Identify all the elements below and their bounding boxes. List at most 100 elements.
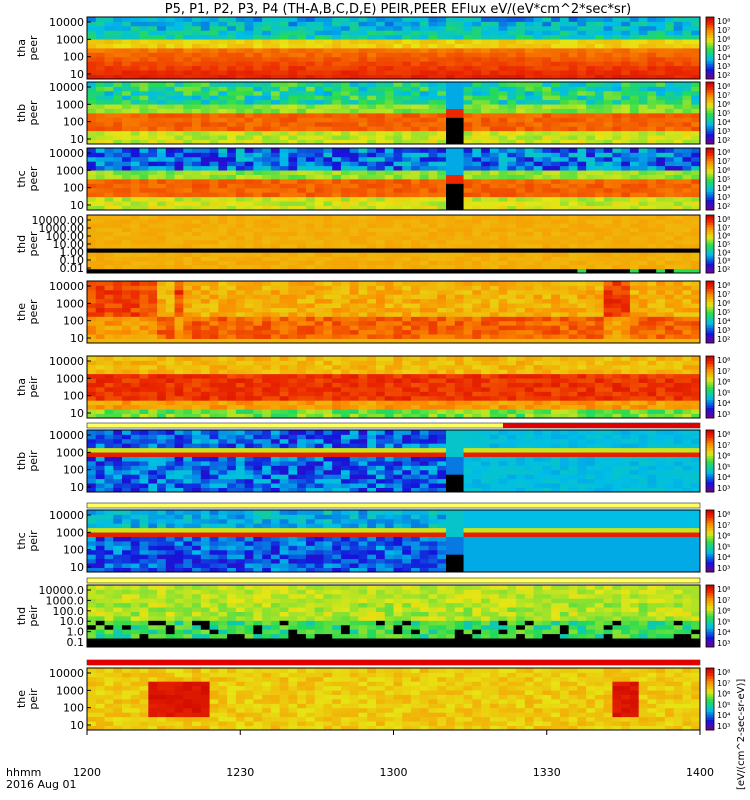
- heatmap-cell: [148, 117, 158, 123]
- heatmap-cell: [489, 298, 499, 304]
- heatmap-cell: [122, 161, 132, 167]
- heatmap-cell: [533, 334, 543, 339]
- heatmap-cell: [586, 135, 596, 140]
- heatmap-cell: [577, 320, 587, 326]
- heatmap-cell: [270, 139, 281, 145]
- heatmap-cell: [656, 215, 666, 220]
- heatmap-cell: [305, 152, 316, 158]
- heatmap-cell: [691, 95, 701, 101]
- heatmap-cell: [174, 104, 184, 109]
- heatmap-cell: [603, 135, 613, 140]
- heatmap-cell: [682, 268, 692, 274]
- heatmap-cell: [463, 205, 473, 211]
- heatmap-cell: [95, 316, 105, 322]
- heatmap-cell: [664, 152, 675, 158]
- heatmap-cell: [87, 99, 97, 105]
- heatmap-cell: [411, 95, 421, 101]
- heatmap-cell: [200, 325, 210, 331]
- heatmap-cell: [314, 170, 324, 175]
- heatmap-cell: [87, 56, 97, 62]
- heatmap-cell: [673, 235, 683, 241]
- heatmap-cell: [577, 231, 587, 237]
- heatmap-cell: [113, 187, 123, 193]
- heatmap-cell: [183, 21, 193, 27]
- heatmap-cell: [411, 260, 421, 266]
- heatmap-cell: [559, 219, 570, 224]
- heatmap-cell: [428, 320, 438, 326]
- heatmap-cell: [551, 244, 561, 249]
- heatmap-cell: [174, 95, 184, 101]
- heatmap-cell: [472, 95, 482, 101]
- heatmap-cell: [367, 227, 377, 232]
- heatmap-cell: [463, 117, 473, 123]
- heatmap-cell: [122, 170, 132, 175]
- heatmap-cell: [551, 192, 561, 198]
- heatmap-cell: [305, 325, 316, 331]
- heatmap-cell: [95, 187, 105, 193]
- heatmap-cell: [165, 196, 175, 202]
- heatmap-cell: [297, 338, 307, 344]
- heatmap-cell: [305, 113, 316, 118]
- heatmap-cell: [367, 135, 377, 140]
- heatmap-cell: [139, 298, 149, 304]
- heatmap-cell: [586, 152, 596, 158]
- heatmap-cell: [411, 201, 421, 206]
- heatmap-cell: [375, 74, 386, 80]
- heatmap-cell: [235, 183, 246, 189]
- heatmap-cell: [428, 70, 438, 75]
- heatmap-cell: [104, 223, 114, 228]
- heatmap-cell: [428, 61, 438, 67]
- heatmap-cell: [139, 139, 149, 145]
- heatmap-cell: [629, 90, 640, 96]
- heatmap-cell: [227, 117, 237, 123]
- heatmap-cell: [288, 139, 298, 145]
- heatmap-cell: [227, 121, 237, 127]
- heatmap-cell: [621, 104, 631, 109]
- heatmap-cell: [113, 99, 123, 105]
- heatmap-cell: [568, 312, 578, 317]
- heatmap-cell: [629, 219, 640, 224]
- heatmap-cell: [463, 264, 473, 270]
- heatmap-cell: [192, 179, 202, 184]
- heatmap-cell: [559, 235, 570, 241]
- heatmap-cell: [638, 65, 648, 71]
- heatmap-cell: [113, 17, 123, 22]
- heatmap-cell: [498, 285, 508, 291]
- heatmap-cell: [183, 289, 193, 295]
- heatmap-cell: [340, 43, 351, 49]
- heatmap-cell: [559, 285, 570, 291]
- heatmap-cell: [489, 235, 499, 241]
- heatmap-cell: [104, 117, 114, 123]
- heatmap-cell: [612, 201, 622, 206]
- heatmap-cell: [218, 256, 228, 261]
- heatmap-cell: [95, 139, 105, 145]
- heatmap-cell: [367, 104, 377, 109]
- heatmap-cell: [437, 165, 447, 171]
- heatmap-cell: [507, 183, 517, 189]
- heatmap-cell: [95, 161, 105, 167]
- heatmap-cell: [498, 235, 508, 241]
- heatmap-cell: [104, 268, 114, 274]
- heatmap-cell: [516, 70, 526, 75]
- heatmap-cell: [332, 192, 342, 198]
- heatmap-cell: [437, 130, 447, 136]
- heatmap-cell: [656, 74, 666, 80]
- heatmap-cell: [87, 235, 97, 241]
- heatmap-cell: [200, 252, 210, 257]
- heatmap-cell: [340, 61, 351, 67]
- heatmap-cell: [559, 86, 570, 92]
- heatmap-cell: [305, 268, 316, 274]
- heatmap-cell: [411, 161, 421, 167]
- heatmap-cell: [454, 320, 464, 326]
- heatmap-cell: [524, 239, 535, 245]
- heatmap-cell: [244, 187, 254, 193]
- heatmap-cell: [288, 34, 298, 40]
- heatmap-cell: [402, 34, 412, 40]
- heatmap-cell: [209, 56, 219, 62]
- heatmap-cell: [647, 82, 657, 87]
- heatmap-cell: [691, 187, 701, 193]
- heatmap-cell: [165, 231, 175, 237]
- heatmap-cell: [87, 252, 97, 257]
- heatmap-cell: [594, 187, 605, 193]
- heatmap-cell: [481, 235, 491, 241]
